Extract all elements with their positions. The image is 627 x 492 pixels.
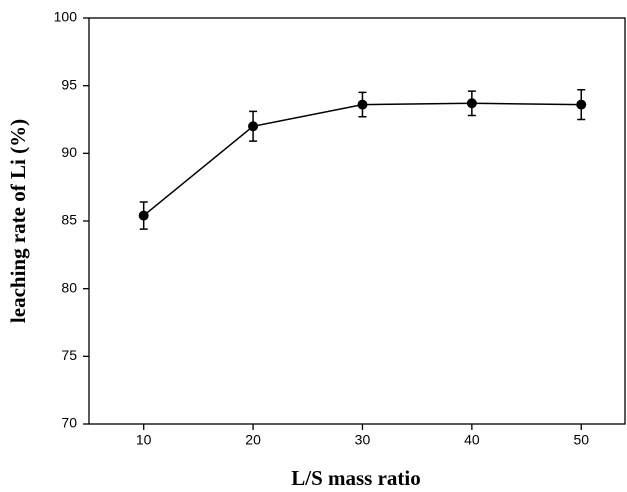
y-tick-label: 95 — [61, 76, 77, 92]
x-tick-label: 20 — [245, 432, 261, 448]
data-point — [248, 121, 259, 132]
y-tick-label: 80 — [61, 279, 77, 295]
data-line — [143, 102, 582, 217]
x-axis-title: L/S mass ratio — [291, 466, 421, 490]
x-tick-label: 30 — [355, 432, 371, 448]
plot-frame — [88, 17, 626, 425]
x-tick-label: 10 — [136, 432, 152, 448]
x-tick-label: 40 — [464, 432, 480, 448]
data-point — [357, 99, 368, 110]
x-tick-label: 50 — [573, 432, 589, 448]
y-tick-label: 75 — [61, 347, 77, 363]
data-point — [466, 98, 477, 109]
y-tick-label: 70 — [61, 415, 77, 431]
y-tick-label: 85 — [61, 212, 77, 228]
data-point — [138, 210, 149, 221]
y-tick-label: 90 — [61, 144, 77, 160]
y-tick-label: 100 — [54, 9, 78, 25]
data-point — [576, 99, 587, 110]
y-axis-title: leaching rate of Li (%) — [6, 119, 30, 323]
